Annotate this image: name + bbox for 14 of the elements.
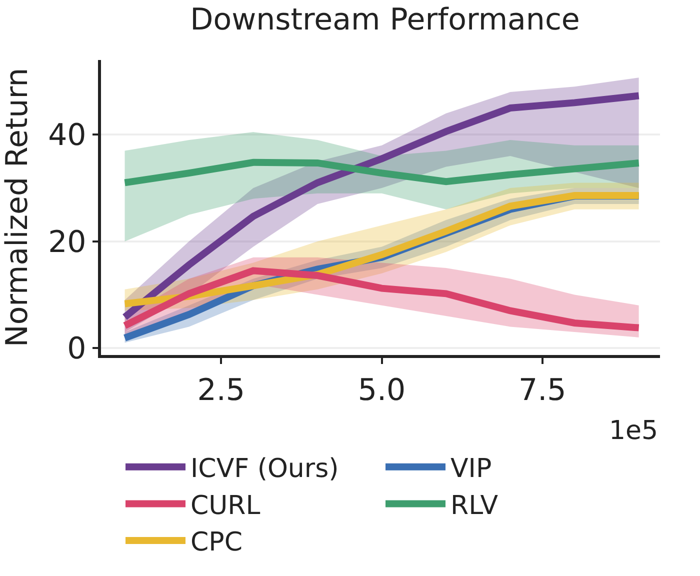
legend-label: ICVF (Ours) [190,454,339,484]
legend-label: CPC [190,528,242,558]
legend-label: CURL [190,490,261,521]
x-tick-label: 7.5 [518,372,566,408]
y-tick-label: 0 [67,332,86,367]
legend-label: VIP [450,454,492,484]
y-axis-title: Normalized Return [0,68,35,348]
y-tick-label: 20 [48,224,86,260]
text: 1e5 [609,416,658,446]
x-tick-label: 2.5 [197,372,246,408]
y-tick-label: 40 [48,118,86,154]
x-tick-label: 5.0 [358,372,406,408]
chart-title: Downstream Performance [190,2,580,38]
legend-label: RLV [450,490,498,521]
